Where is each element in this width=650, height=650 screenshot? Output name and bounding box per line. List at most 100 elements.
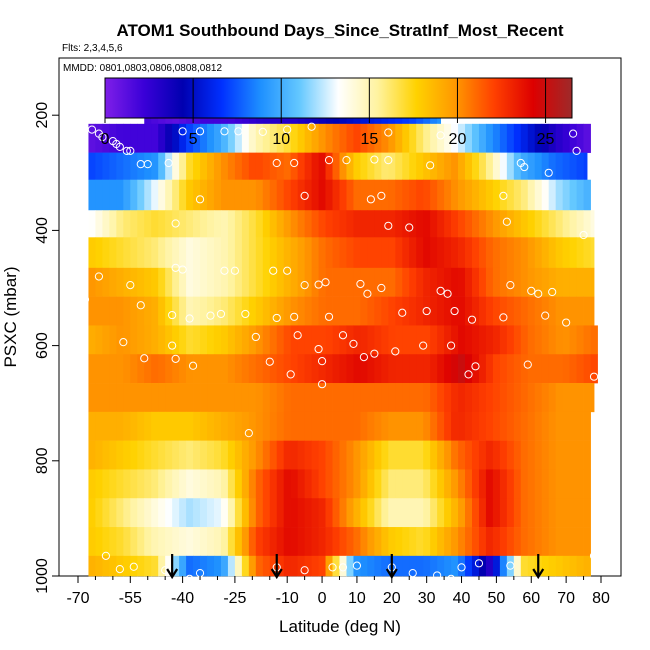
heatmap-cell [339,152,347,181]
heatmap-cell [590,325,598,355]
heatmap-cell [290,325,299,355]
heatmap-cell [583,325,591,355]
heatmap-cell [451,469,459,499]
heatmap-cell [492,152,501,181]
heatmap-cell [269,296,278,326]
heatmap-cell [527,354,536,384]
heatmap-cell [172,237,180,269]
heatmap-cell [311,411,319,441]
heatmap-cell [186,267,194,297]
heatmap-cell [465,383,473,413]
observation-point [436,131,445,140]
heatmap-cell [130,237,138,269]
heatmap-cell [485,296,494,326]
heatmap-cell [513,237,522,269]
heatmap-cell [478,237,487,269]
heatmap-cell [471,152,480,181]
heatmap-cell [200,210,208,238]
observation-point [541,311,550,320]
heatmap-cell [353,440,361,470]
observation-point [168,310,177,320]
heatmap-cell [388,267,396,297]
heatmap-cell [241,411,250,441]
heatmap-cell [144,469,152,499]
heatmap-cell [332,498,340,528]
observation-points [80,101,602,586]
heatmap-cell [262,555,271,577]
heatmap-cell [144,354,152,384]
heatmap-cell [360,237,368,269]
heatmap-cell [95,210,103,238]
heatmap-cell [562,498,571,528]
observation-point [384,128,393,137]
heatmap-cell [562,267,571,297]
heatmap-cell [137,152,145,181]
observation-point [324,312,334,321]
heatmap-cell [116,498,124,528]
heatmap-cell [562,354,571,384]
heatmap-cell [95,354,103,384]
heatmap-cell [576,411,584,441]
x-tick-label: 60 [522,590,540,607]
heatmap-cell [381,152,389,181]
heatmap-cell [555,354,564,384]
observation-point [286,370,295,379]
heatmap-cell [151,555,159,577]
heatmap-cell [290,469,299,499]
heatmap-cell [492,498,501,528]
heatmap-cell [179,555,187,577]
heatmap-cell [374,210,382,238]
heatmap-cell [137,555,145,577]
heatmap-cell [465,267,473,297]
heatmap-cell [548,325,557,355]
heatmap-cell [471,123,480,153]
heatmap-cell [353,179,361,211]
heatmap-cell [137,440,145,470]
heatmap-cell [402,152,410,181]
heatmap-cell [227,237,236,269]
heatmap-cell [95,267,103,297]
heatmap-cell [458,555,466,577]
heatmap-cell [297,383,306,413]
heatmap-cell [437,237,445,269]
observation-point [206,311,215,320]
observation-point [506,281,515,290]
heatmap-cell [402,498,410,528]
observation-point [436,286,445,295]
heatmap-cell [290,237,299,269]
heatmap-cell [395,123,403,153]
observation-point [126,281,135,290]
heatmap-cell [186,527,194,557]
heatmap-cell [367,411,375,441]
observation-point [115,142,124,151]
heatmap-cell [478,498,487,528]
heatmap-cell [513,152,522,181]
heatmap-cell [220,123,229,153]
heatmap-cell [95,325,103,355]
heatmap-cell [151,411,159,441]
heatmap-cell [513,469,522,499]
heatmap-cell [234,237,243,269]
heatmap-cell [520,123,529,153]
heatmap-cell [395,152,403,181]
heatmap-cell [513,498,522,528]
heatmap-cell [207,123,215,153]
heatmap-cell [555,498,564,528]
heatmap-cell [548,527,557,557]
heatmap-cell [158,354,166,384]
heatmap-cell [193,354,201,384]
heatmap-cell [283,440,292,470]
observation-point [136,577,145,586]
observation-point [359,353,369,362]
heatmap-cell [304,411,313,441]
heatmap-cell [485,237,494,269]
heatmap-cell [276,325,285,355]
heatmap-cell [548,152,557,181]
heatmap-cell [220,179,229,211]
heatmap-cell [318,179,326,211]
heatmap-cell [151,440,159,470]
heatmap-cell [555,210,564,238]
heatmap-cell [430,527,438,557]
heatmap-cell [444,440,452,470]
